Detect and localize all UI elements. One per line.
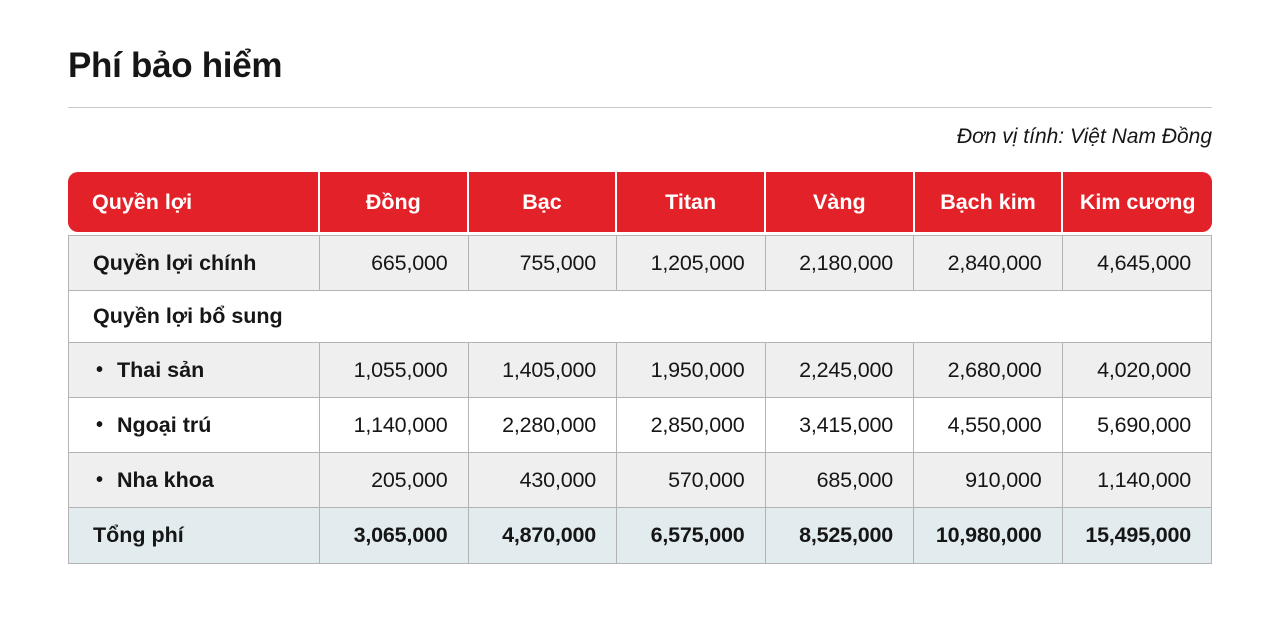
cell-value: 2,680,000 <box>914 343 1063 398</box>
cell-value: 1,405,000 <box>469 343 617 398</box>
row-label-text: Quyền lợi chính <box>93 250 257 275</box>
cell-value: 2,180,000 <box>766 236 914 291</box>
bullet-icon: • <box>96 414 104 437</box>
title-divider <box>68 107 1212 109</box>
row-label-text: Tổng phí <box>93 523 184 548</box>
cell-value: 430,000 <box>469 453 617 508</box>
cell-value: 1,950,000 <box>617 343 766 398</box>
cell-value: 910,000 <box>914 453 1063 508</box>
row-label: • Ngoại trú <box>69 398 320 453</box>
cell-value: 1,205,000 <box>617 236 766 291</box>
bullet-icon: • <box>96 359 104 382</box>
cell-value: 8,525,000 <box>766 508 914 564</box>
cell-value: 2,850,000 <box>617 398 766 453</box>
header-cell-tier: Kim cương <box>1079 189 1196 214</box>
row-label-text: Nha khoa <box>117 467 214 492</box>
row-label: Tổng phí <box>69 508 320 564</box>
header-cell-tier: Titan <box>617 172 766 233</box>
cell-value: 2,280,000 <box>469 398 617 453</box>
document: Phí bảo hiểm Đơn vị tính: Việt Nam Đồng … <box>68 46 1212 565</box>
unit-note: Đơn vị tính: Việt Nam Đồng <box>956 125 1212 149</box>
header-cell-tier: Vàng <box>766 172 915 233</box>
table-row: Quyền lợi chính 665,000 755,000 1,205,000 2,… <box>69 236 1211 292</box>
header-cell-tier: Đồng <box>320 172 469 233</box>
cell-value: 1,140,000 <box>320 398 469 453</box>
cell-value: 3,415,000 <box>766 398 914 453</box>
premium-table: Quyền lợi Đồng Bạc Titan Vàng Bạch kim Kim cươ… <box>68 172 1212 565</box>
row-label-text: Quyền lợi bổ sung <box>93 304 283 329</box>
row-label: Quyền lợi bổ sung <box>69 291 1211 342</box>
cell-value: 3,065,000 <box>320 508 469 564</box>
cell-value: 5,690,000 <box>1097 412 1191 437</box>
table-row: • Ngoại trú 1,140,000 2,280,000 2,850,000 3,4… <box>69 398 1211 454</box>
table-header-row: Quyền lợi Đồng Bạc Titan Vàng Bạch kim Kim cươ… <box>68 172 1212 233</box>
row-label: • Nha khoa <box>69 453 320 508</box>
row-label: Quyền lợi chính <box>69 236 320 291</box>
cell-value: 205,000 <box>320 453 469 508</box>
table-row: • Thai sản 1,055,000 1,405,000 1,950,000 2,24… <box>69 343 1211 399</box>
row-label-text: Ngoại trú <box>117 412 212 437</box>
cell-value: 570,000 <box>617 453 766 508</box>
cell-value: 1,140,000 <box>1097 467 1191 492</box>
row-label: • Thai sản <box>69 343 320 398</box>
cell-value: 10,980,000 <box>914 508 1063 564</box>
row-label-text: Thai sản <box>117 357 205 382</box>
cell-value: 4,645,000 <box>1097 250 1191 275</box>
cell-value: 1,055,000 <box>320 343 469 398</box>
table-row: Quyền lợi bổ sung <box>69 291 1211 344</box>
bullet-icon: • <box>96 469 104 492</box>
cell-value: 2,840,000 <box>914 236 1063 291</box>
header-cell-tier: Bạch kim <box>915 172 1064 233</box>
cell-value: 665,000 <box>320 236 469 291</box>
table-row: Tổng phí 3,065,000 4,870,000 6,575,000 8,525… <box>69 508 1211 564</box>
header-cell-benefit: Quyền lợi <box>68 172 320 233</box>
cell-value: 4,020,000 <box>1097 357 1191 382</box>
page-title: Phí bảo hiểm <box>68 46 283 85</box>
table-body: Quyền lợi chính 665,000 755,000 1,205,000 2,… <box>68 235 1212 565</box>
cell-value: 4,550,000 <box>914 398 1063 453</box>
cell-value: 755,000 <box>469 236 617 291</box>
cell-value: 2,245,000 <box>766 343 914 398</box>
cell-value: 685,000 <box>766 453 914 508</box>
cell-value: 6,575,000 <box>617 508 766 564</box>
table-row: • Nha khoa 205,000 430,000 570,000 685,000 910… <box>69 453 1211 509</box>
cell-value: 15,495,000 <box>1085 523 1191 548</box>
cell-value: 4,870,000 <box>469 508 617 564</box>
header-cell-tier: Bạc <box>469 172 618 233</box>
